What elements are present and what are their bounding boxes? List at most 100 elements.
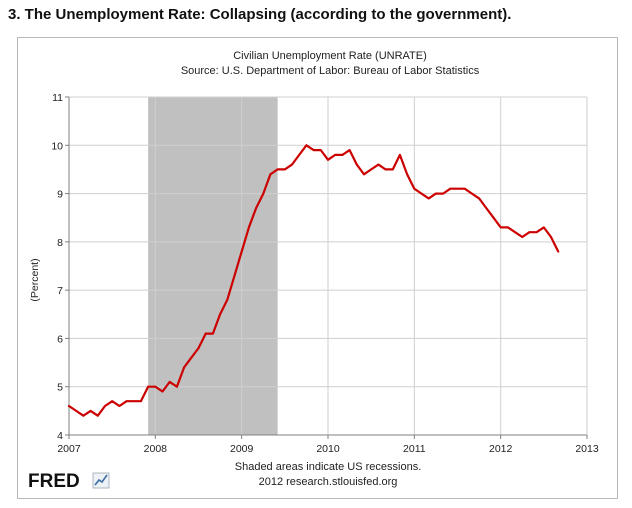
data-point: [470, 192, 473, 195]
y-tick-labels: 4 5 6 7 8 9 10 11: [51, 92, 69, 442]
data-point: [334, 154, 337, 156]
source-credit: 2012 research.stlouisfed.org: [259, 476, 398, 488]
data-point: [219, 313, 221, 316]
x-tick-label: 2010: [316, 443, 340, 455]
x-tick-labels: 2007 2008 2009 2010 2011 2012 2013: [57, 435, 599, 455]
data-point: [442, 192, 445, 195]
data-point: [154, 385, 157, 388]
series-unrate: [67, 144, 560, 417]
data-point: [399, 154, 401, 156]
data-point: [211, 332, 214, 335]
x-tick-label: 2012: [489, 443, 513, 455]
data-point: [147, 385, 150, 388]
data-point: [118, 405, 121, 407]
data-point: [96, 414, 99, 417]
data-point: [363, 173, 365, 176]
y-tick-label: 8: [57, 237, 63, 249]
chart-title: Civilian Unemployment Rate (UNRATE): [233, 50, 427, 62]
data-point: [240, 250, 243, 253]
data-point: [283, 168, 286, 171]
data-point: [384, 168, 387, 171]
data-point: [319, 149, 322, 152]
data-point: [521, 236, 524, 238]
data-point: [514, 231, 516, 234]
chart-subtitle: Source: U.S. Department of Labor: Bureau…: [181, 65, 480, 77]
grid-lines: [69, 96, 588, 435]
data-point: [68, 405, 70, 407]
data-point: [176, 385, 178, 388]
data-point: [262, 192, 265, 195]
data-point: [269, 173, 272, 176]
data-point: [161, 390, 164, 393]
data-point: [456, 187, 459, 190]
data-point: [291, 163, 293, 166]
data-point: [499, 226, 502, 229]
data-point: [449, 187, 452, 190]
fred-logo-text: FRED: [28, 471, 80, 492]
data-point: [204, 332, 207, 335]
data-point: [82, 414, 85, 417]
y-axis-label: (Percent): [29, 258, 41, 301]
data-point: [255, 207, 257, 209]
recession-shading: [148, 97, 278, 435]
recession-note: Shaded areas indicate US recessions.: [235, 461, 422, 473]
data-point: [89, 409, 92, 412]
data-point: [557, 250, 560, 253]
data-point: [463, 187, 466, 190]
data-point: [233, 274, 236, 277]
data-point: [327, 158, 329, 161]
data-point: [247, 226, 250, 229]
data-point: [427, 197, 430, 200]
data-point: [435, 192, 437, 195]
x-tick-label: 2013: [575, 443, 599, 455]
data-point: [528, 231, 531, 234]
y-tick-label: 9: [57, 189, 63, 201]
data-point: [391, 168, 394, 171]
y-tick-label: 4: [57, 430, 63, 442]
y-tick-label: 7: [57, 285, 63, 297]
y-tick-label: 5: [57, 382, 63, 394]
data-point: [492, 216, 495, 219]
recession-band: [148, 97, 278, 435]
data-point: [550, 236, 552, 238]
data-point: [197, 347, 200, 349]
page-heading: 3. The Unemployment Rate: Collapsing (ac…: [8, 6, 512, 23]
data-point: [75, 409, 78, 412]
data-point: [406, 173, 409, 176]
data-point: [506, 226, 509, 229]
data-point: [226, 298, 229, 301]
x-tick-label: 2008: [144, 443, 168, 455]
data-point: [420, 192, 423, 195]
data-point: [305, 144, 308, 147]
data-point: [168, 380, 171, 383]
data-point: [183, 366, 186, 369]
data-point: [276, 168, 279, 171]
x-tick-label: 2009: [230, 443, 254, 455]
data-point: [348, 149, 351, 152]
x-tick-label: 2011: [403, 443, 426, 455]
data-point: [140, 400, 142, 403]
data-point: [341, 154, 344, 156]
x-tick-label: 2007: [57, 443, 81, 455]
data-point: [132, 400, 135, 403]
data-point: [485, 207, 488, 209]
series-line: [67, 144, 560, 417]
data-point: [535, 231, 538, 234]
data-point: [125, 400, 128, 403]
fred-logo-chart-icon: [92, 472, 110, 489]
data-point: [104, 405, 106, 407]
data-point: [298, 154, 301, 156]
data-point: [355, 163, 358, 166]
y-tick-label: 6: [57, 333, 63, 345]
data-point: [190, 356, 193, 359]
data-point: [111, 400, 114, 403]
data-point: [312, 149, 315, 152]
data-point: [413, 187, 416, 190]
data-point: [370, 168, 373, 171]
data-point: [478, 197, 480, 200]
data-point: [542, 226, 545, 229]
y-tick-label: 11: [52, 92, 63, 104]
chart-frame: [17, 37, 618, 499]
y-tick-label: 10: [51, 140, 63, 152]
